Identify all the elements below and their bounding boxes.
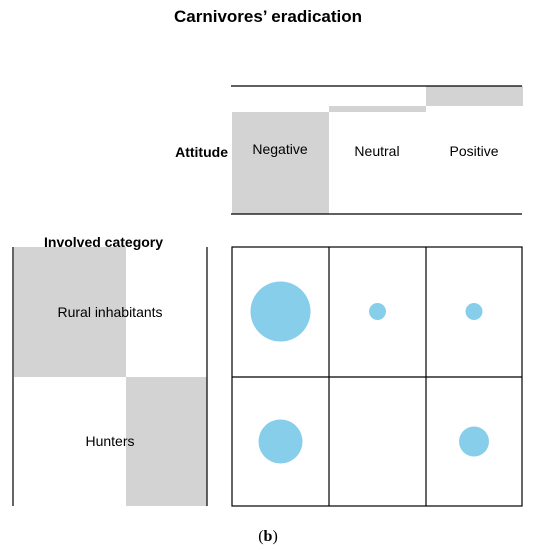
attitude-axis-title: Attitude bbox=[175, 144, 228, 160]
category-label-rural-inhabitants: Rural inhabitants bbox=[57, 304, 162, 320]
bubble-rural-inhabitants-negative bbox=[250, 281, 311, 342]
caption-letter: b bbox=[264, 528, 273, 545]
bubble-rural-inhabitants-neutral bbox=[369, 303, 386, 320]
attitude-label-negative: Negative bbox=[252, 141, 307, 157]
chart-title: Carnivores’ eradication bbox=[174, 7, 362, 26]
category-axis-title: Involved category bbox=[44, 234, 163, 250]
attitude-share-bars bbox=[232, 86, 523, 214]
attitude-share-bar-positive bbox=[426, 86, 523, 106]
caption-open: ( bbox=[258, 528, 263, 545]
bubble-hunters-negative bbox=[258, 419, 303, 464]
category-label-hunters: Hunters bbox=[85, 433, 134, 449]
category-share-bars bbox=[14, 247, 207, 506]
bubble-hunters-positive bbox=[459, 426, 489, 457]
category-share-bar-rural-inhabitants bbox=[14, 247, 126, 377]
category-share-bar-hunters bbox=[126, 377, 207, 506]
figure-caption: (b) bbox=[258, 528, 278, 545]
attitude-panel: Negative Neutral Positive bbox=[231, 85, 523, 215]
category-panel: Rural inhabitants Hunters bbox=[12, 247, 208, 506]
bubbles bbox=[250, 281, 489, 464]
bubble-grid bbox=[231, 246, 523, 507]
attitude-label-neutral: Neutral bbox=[354, 143, 399, 159]
bubble-rural-inhabitants-positive bbox=[465, 303, 483, 320]
attitude-share-bar-neutral bbox=[329, 106, 426, 112]
caption-close: ) bbox=[272, 528, 277, 545]
attitude-label-positive: Positive bbox=[449, 143, 498, 159]
attitude-share-bar-negative bbox=[232, 112, 329, 214]
